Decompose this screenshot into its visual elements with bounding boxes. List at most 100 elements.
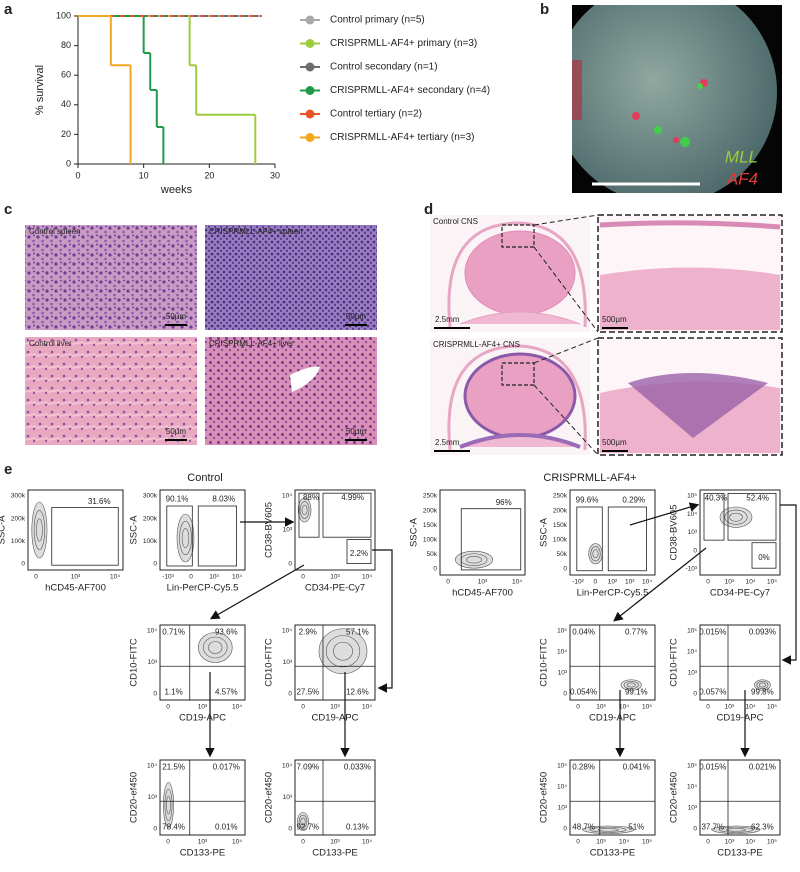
- x-tick-label: 10³: [725, 579, 735, 586]
- gate: [298, 492, 320, 538]
- y-tick-label: 50k: [427, 551, 438, 558]
- signal: [632, 112, 640, 120]
- event-contour: [203, 636, 228, 659]
- y-tick-label: 0: [153, 561, 157, 568]
- gate: [197, 505, 237, 567]
- y-tick-label: 0: [563, 691, 567, 698]
- y-tick-label: 10⁴: [557, 784, 567, 791]
- event-contour: [758, 682, 766, 688]
- histology-image: [25, 337, 197, 445]
- x-tick-label: 10³: [330, 839, 340, 846]
- x-tick-label: 10³: [330, 704, 340, 711]
- gate: [751, 542, 777, 569]
- event-contour: [726, 827, 746, 832]
- y-axis-label: CD10-FITC: [539, 638, 550, 687]
- panel-label: e: [4, 461, 12, 478]
- x-axis-label: CD133-PE: [180, 848, 225, 859]
- gate: [166, 505, 193, 567]
- y-tick-label: 0: [693, 547, 697, 554]
- gating-arrow: [613, 547, 707, 622]
- y-tick-label: 10⁵: [557, 763, 567, 770]
- event-contour: [333, 641, 353, 661]
- gate: [51, 507, 119, 566]
- event-contour: [36, 518, 43, 542]
- gate-percent: 88%: [303, 493, 319, 502]
- y-tick-label: 200k: [553, 507, 568, 514]
- x-axis-label: CD133-PE: [312, 848, 357, 859]
- gate: [727, 492, 777, 541]
- x-tick-label: 0: [189, 574, 193, 581]
- scale-label: 50µm: [166, 427, 187, 436]
- x-tick-label: 10³: [209, 574, 219, 581]
- image-title: CRISPRMLL-AF4+ liver: [209, 339, 294, 348]
- gate-percent: 78.4%: [162, 823, 185, 832]
- y-tick-label: 250k: [553, 493, 568, 500]
- x-tick-label: 10⁴: [232, 704, 242, 711]
- y-axis-label: SSC-A: [539, 517, 550, 547]
- x-axis-label: CD34-PE-Cy7: [710, 588, 770, 599]
- x-tick-label: 0: [706, 704, 710, 711]
- gate-percent: 62.3%: [751, 823, 774, 832]
- y-tick-label: 150k: [553, 522, 568, 529]
- x-tick-label: 10⁵: [642, 704, 652, 711]
- x-tick-label: 0: [706, 839, 710, 846]
- gate-percent: 21.5%: [162, 763, 185, 772]
- image-title: CRISPRMLL-AF4+ spleen: [209, 227, 303, 236]
- panel-label: c: [4, 201, 12, 218]
- y-tick-label: 100k: [143, 538, 158, 545]
- event-contour: [626, 682, 636, 688]
- flow-plot-frame: [699, 759, 781, 836]
- event-contour: [325, 635, 361, 668]
- y-tick-label: 100k: [553, 537, 568, 544]
- image-title: Control liver: [29, 339, 72, 348]
- x-axis-label: weeks: [160, 184, 193, 196]
- event-contour: [166, 795, 171, 815]
- gate: [460, 508, 522, 571]
- flow-plot-frame: [699, 489, 781, 576]
- event-contour: [729, 512, 743, 522]
- gate-percent: 37.7%: [701, 823, 724, 832]
- x-tick-label: 10⁴: [362, 839, 372, 846]
- legend-label: Control tertiary (n=2): [330, 109, 422, 120]
- y-tick-label: 10³: [283, 659, 293, 666]
- x-tick-label: 10⁴: [746, 579, 756, 586]
- y-tick-label: 10³: [148, 794, 158, 801]
- gate: [703, 492, 725, 541]
- y-tick-label: 200k: [143, 515, 158, 522]
- y-axis-label: CD20-ef450: [669, 772, 680, 823]
- y-tick-label: 10⁵: [687, 763, 697, 770]
- y-tick-label: 100: [56, 10, 71, 20]
- gate-percent: 99.8%: [751, 688, 774, 697]
- y-tick-label: 10⁵: [687, 493, 697, 500]
- gate-percent: 0.13%: [346, 823, 369, 832]
- y-tick-label: 100k: [423, 537, 438, 544]
- zoom-tissue: [600, 267, 780, 330]
- x-tick-label: 10: [139, 170, 149, 180]
- y-tick-label: 250k: [423, 493, 438, 500]
- x-tick-label: 20: [204, 170, 214, 180]
- y-tick-label: 10³: [688, 670, 698, 677]
- y-tick-label: 200k: [423, 507, 438, 514]
- event-contour: [298, 814, 308, 829]
- y-tick-label: 10³: [148, 659, 158, 666]
- gate: [322, 492, 372, 538]
- x-tick-label: 10³: [71, 574, 81, 581]
- event-contour: [724, 509, 748, 525]
- x-tick-label: 10⁴: [512, 579, 522, 586]
- scale-label: 500µm: [602, 438, 627, 447]
- gate-percent: 90.1%: [166, 495, 189, 504]
- gate-percent: 0.77%: [625, 628, 648, 637]
- gate-percent: 51%: [628, 823, 644, 832]
- x-tick-label: 10⁴: [746, 839, 756, 846]
- x-tick-label: 10⁴: [746, 704, 756, 711]
- x-tick-label: 0: [301, 574, 305, 581]
- x-axis-label: Lin-PerCP-Cy5.5: [167, 583, 239, 594]
- flow-plot-frame: [569, 489, 656, 576]
- y-axis-label: CD10-FITC: [264, 638, 275, 687]
- gate-percent: 0.057%: [699, 688, 726, 697]
- signal: [697, 83, 703, 89]
- flow-plot-frame: [159, 489, 246, 571]
- x-tick-label: 10²: [608, 579, 618, 586]
- x-tick-label: 10³: [625, 579, 635, 586]
- flow-plot-frame: [439, 489, 526, 576]
